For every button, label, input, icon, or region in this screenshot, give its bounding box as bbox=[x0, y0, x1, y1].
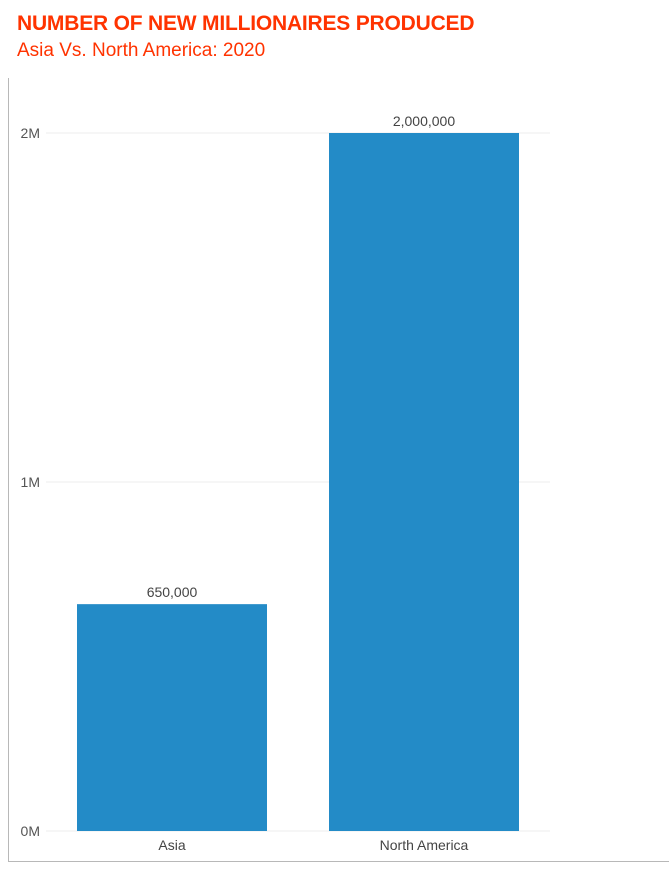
y-tick-label: 1M bbox=[21, 474, 40, 490]
bar bbox=[77, 604, 267, 831]
x-tick-label: Asia bbox=[158, 837, 185, 853]
y-tick-label: 0M bbox=[21, 823, 40, 839]
x-tick-label: North America bbox=[380, 837, 469, 853]
chart-title: NUMBER OF NEW MILLIONAIRES PRODUCED bbox=[17, 12, 475, 35]
chart-header: NUMBER OF NEW MILLIONAIRES PRODUCED Asia… bbox=[17, 10, 657, 64]
y-tick-label: 2M bbox=[21, 125, 40, 141]
bar bbox=[329, 133, 519, 831]
data-label: 2,000,000 bbox=[393, 113, 455, 129]
plot-frame bbox=[8, 78, 669, 862]
chart-subtitle: Asia Vs. North America: 2020 bbox=[17, 40, 266, 61]
data-label: 650,000 bbox=[147, 584, 198, 600]
